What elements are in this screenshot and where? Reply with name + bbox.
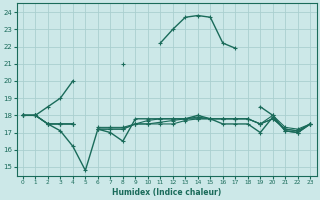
X-axis label: Humidex (Indice chaleur): Humidex (Indice chaleur) xyxy=(112,188,221,197)
